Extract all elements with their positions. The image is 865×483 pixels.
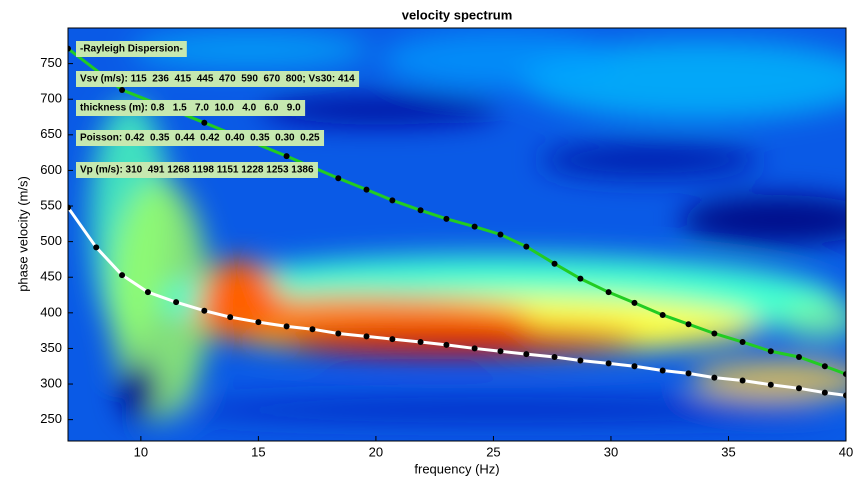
data-point: [119, 86, 126, 93]
data-point: [144, 289, 151, 296]
data-point: [363, 186, 370, 193]
data-point: [389, 336, 396, 343]
annotation: -Rayleigh Dispersion-: [80, 44, 183, 55]
data-point: [417, 339, 424, 346]
x-tick-label: 20: [369, 444, 383, 459]
x-tick-label: 15: [251, 444, 265, 459]
y-tick-label: 250: [40, 411, 62, 426]
chart-title: velocity spectrum: [402, 7, 513, 22]
data-point: [577, 275, 584, 282]
data-point: [497, 231, 504, 238]
x-tick-label: 25: [486, 444, 500, 459]
data-point: [631, 363, 638, 370]
annotation-box: [76, 71, 360, 87]
data-point: [201, 307, 208, 314]
data-point: [843, 371, 846, 378]
curves: [68, 45, 846, 399]
data-point: [551, 353, 558, 360]
data-point: [821, 363, 828, 370]
data-point: [843, 392, 846, 399]
y-tick-label: 550: [40, 197, 62, 212]
annotation: thickness (m): 0.8 1.5 7.0 10.0 4.0 6.0 …: [80, 103, 301, 114]
data-point: [335, 330, 342, 337]
data-point: [417, 207, 424, 214]
data-point: [767, 348, 774, 355]
data-point: [605, 360, 612, 367]
y-tick-label: 350: [40, 340, 62, 355]
data-point: [577, 357, 584, 364]
data-point: [283, 323, 290, 330]
data-point: [711, 374, 718, 381]
y-axis-label: phase velocity (m/s): [15, 176, 30, 292]
annotation-box: [76, 162, 318, 178]
y-tick-label: 650: [40, 126, 62, 141]
data-point: [739, 377, 746, 384]
data-point: [283, 153, 290, 160]
y-tick-label: 700: [40, 91, 62, 106]
data-point: [551, 260, 558, 267]
data-point: [523, 243, 530, 250]
annotation: Vsv (m/s): 115 236 415 445 470 590 670 8…: [80, 74, 355, 85]
data-point: [255, 319, 262, 326]
y-tick-label: 450: [40, 269, 62, 284]
data-point: [685, 321, 692, 328]
annotation-box: [76, 100, 306, 116]
y-tick-label: 500: [40, 233, 62, 248]
data-point: [497, 348, 504, 355]
annotation-box: [76, 41, 187, 57]
data-point: [93, 244, 100, 251]
data-point: [201, 119, 208, 126]
x-tick-label: 35: [721, 444, 735, 459]
data-point: [795, 353, 802, 360]
data-point: [443, 215, 450, 222]
heatmap: [68, 28, 846, 441]
data-point: [659, 367, 666, 374]
series-line: [68, 206, 846, 397]
data-point: [631, 299, 638, 306]
data-point: [605, 289, 612, 296]
data-point: [68, 204, 71, 211]
data-point: [363, 333, 370, 340]
y-tick-label: 400: [40, 304, 62, 319]
data-point: [659, 311, 666, 318]
data-point: [389, 197, 396, 204]
data-point: [685, 370, 692, 377]
data-point: [173, 299, 180, 306]
data-point: [711, 330, 718, 337]
data-point: [795, 385, 802, 392]
data-point: [739, 339, 746, 346]
data-point: [471, 223, 478, 230]
y-tick-label: 300: [40, 375, 62, 390]
y-tick-label: 750: [40, 55, 62, 70]
x-tick-label: 40: [839, 444, 853, 459]
annotation: Vp (m/s): 310 491 1268 1198 1151 1228 12…: [80, 165, 314, 176]
x-tick-label: 30: [604, 444, 618, 459]
data-point: [119, 272, 126, 279]
y-tick-label: 600: [40, 162, 62, 177]
data-point: [821, 389, 828, 396]
data-point: [471, 345, 478, 352]
data-point: [309, 326, 316, 333]
annotation: Poisson: 0.42 0.35 0.44 0.42 0.40 0.35 0…: [80, 133, 320, 144]
annotation-box: [76, 130, 325, 146]
x-axis-label: frequency (Hz): [414, 461, 499, 476]
data-point: [227, 314, 234, 321]
data-point: [443, 341, 450, 348]
data-point: [68, 45, 71, 52]
plot-frame: [67, 27, 847, 442]
data-point: [767, 381, 774, 388]
data-point: [335, 175, 342, 182]
x-tick-label: 10: [134, 444, 148, 459]
data-point: [523, 351, 530, 358]
series-line: [68, 47, 846, 376]
